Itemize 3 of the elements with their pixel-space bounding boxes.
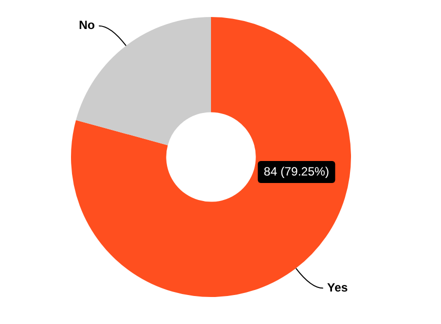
data-label: 84 (79.25%) [264, 164, 330, 178]
slice-label: No [78, 18, 95, 32]
slice-label: Yes [327, 280, 348, 294]
